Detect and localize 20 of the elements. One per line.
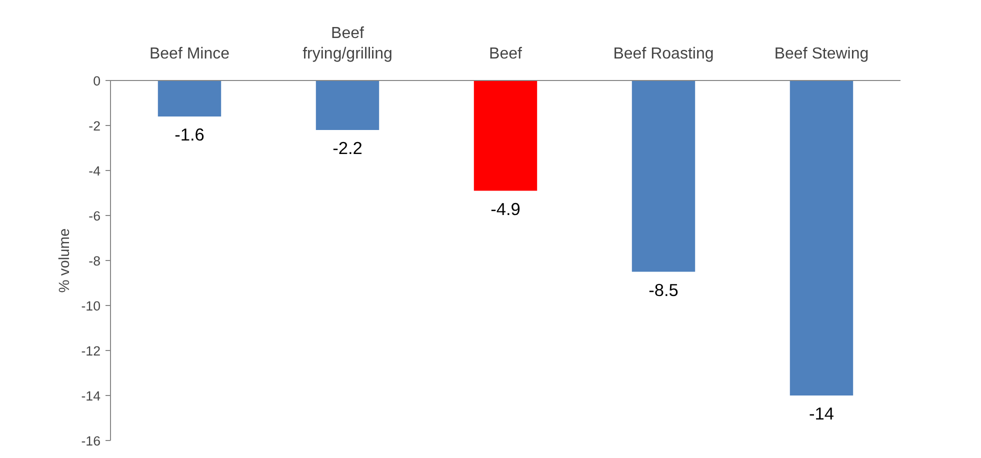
x-tick-label: Beef Stewing [774,46,869,62]
y-tick-label: -4 [88,164,102,178]
y-tick-label: -12 [81,344,100,358]
data-label: -8.5 [648,280,678,300]
y-tick-label: 0 [93,74,101,88]
y-axis-title: % volume [57,228,74,293]
y-tick-label: -8 [88,254,101,268]
x-tick-label: Beef frying/grilling [302,25,392,62]
data-label: -4.9 [490,198,520,219]
y-tick-label: -16 [81,434,100,448]
x-tick-label: Beef Roasting [613,46,714,62]
y-tick-label: -10 [81,298,100,314]
data-label: -2.2 [332,138,362,158]
x-tick-label: Beef [489,46,523,62]
x-tick-label: Beef Mince [149,46,230,62]
y-tick-label: -2 [88,118,101,134]
y-tick-label: -6 [88,208,101,224]
y-tick-label: -14 [81,388,102,404]
data-label: -14 [808,404,834,424]
data-label: -1.6 [174,124,204,144]
